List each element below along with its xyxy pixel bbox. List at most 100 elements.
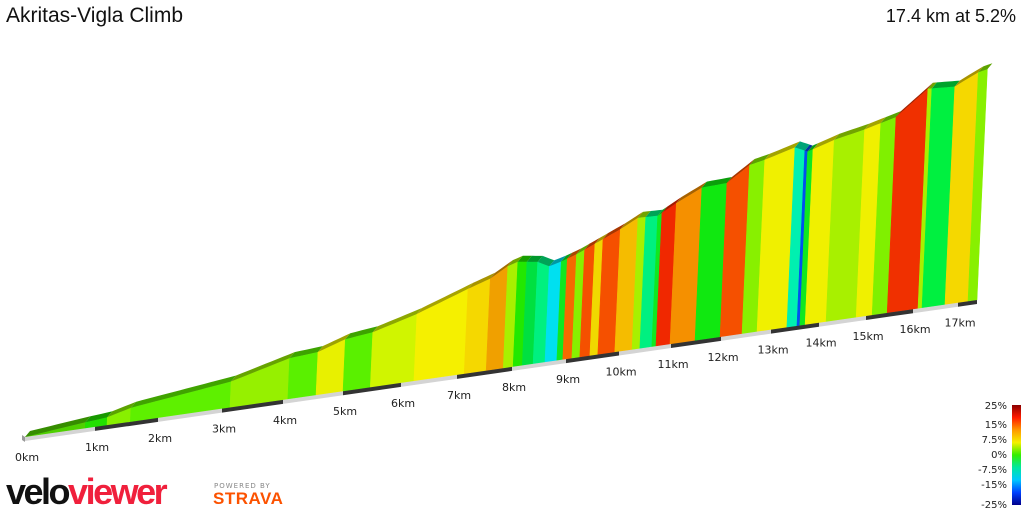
distance-axis-band	[343, 382, 401, 396]
x-tick-label: 13km	[757, 344, 788, 357]
profile-segments	[22, 63, 993, 442]
profile-segment-top	[657, 206, 667, 216]
profile-segment-top	[676, 181, 707, 204]
profile-segment-top	[517, 255, 532, 262]
profile-segment-top	[954, 66, 984, 87]
profile-segment-top	[416, 282, 473, 314]
profile-segment-top	[645, 209, 663, 217]
distance-axis	[25, 300, 977, 441]
distance-axis-band	[819, 315, 866, 327]
distance-axis-band	[158, 408, 222, 422]
x-tick-label: 2km	[148, 432, 172, 445]
profile-segment-top	[372, 307, 422, 333]
x-tick-label: 1km	[85, 441, 109, 454]
profile-segment-top	[764, 141, 800, 160]
profile-segment-top	[549, 255, 567, 267]
profile-segment-top	[804, 144, 813, 152]
distance-axis-band	[958, 300, 977, 307]
distance-axis-band	[457, 366, 512, 379]
legend-label: 25%	[985, 401, 1007, 412]
profile-segment-top	[567, 248, 582, 259]
legend-label: -15%	[981, 480, 1007, 491]
x-tick-label: 7km	[447, 389, 471, 402]
profile-segment-top	[507, 255, 523, 267]
x-tick-label: 11km	[657, 358, 688, 371]
profile-segment-top	[812, 133, 840, 150]
x-tick-label: 17km	[944, 317, 975, 330]
profile-segment-top	[794, 141, 810, 151]
profile-segment	[369, 313, 418, 388]
profile-segment-top	[927, 82, 937, 89]
distance-axis-band	[721, 329, 771, 341]
x-tick-label: 4km	[273, 414, 297, 427]
profile-segment	[342, 331, 374, 392]
profile-segment-top	[895, 82, 933, 118]
x-tick-label: 15km	[852, 330, 883, 343]
strava-logo: STRAVA	[213, 489, 284, 508]
profile-segment-top	[701, 176, 732, 188]
distance-axis-band	[25, 426, 95, 441]
profile-segment-top	[931, 80, 960, 89]
x-tick-label: 5km	[333, 405, 357, 418]
profile-segment-top	[317, 333, 351, 353]
distance-axis-band	[512, 359, 566, 371]
distance-axis-band	[283, 391, 343, 404]
profile-segment-top	[584, 237, 600, 250]
profile-segment-top	[490, 260, 513, 279]
profile-segment-top	[726, 159, 755, 183]
climb-summary: 17.4 km at 5.2%	[885, 6, 1016, 26]
profile-segment	[871, 116, 897, 316]
x-tick-label: 3km	[212, 423, 236, 436]
veloviewer-logo: veloviewer	[6, 471, 168, 512]
distance-axis-band	[566, 351, 619, 364]
profile-segment-top	[289, 346, 323, 359]
distance-axis-band	[401, 374, 457, 387]
profile-segment-top	[864, 117, 886, 130]
distance-axis-band	[671, 336, 721, 349]
chart-title: Akritas-Vigla Climb	[6, 4, 183, 27]
profile-segment-top	[576, 243, 590, 255]
profile-segment-top	[85, 411, 113, 423]
profile-segment-top	[561, 252, 573, 262]
legend-label: 7.5%	[982, 435, 1007, 446]
distance-axis-band	[771, 322, 819, 334]
profile-segment-top	[637, 210, 651, 218]
legend-label: -7.5%	[978, 465, 1007, 476]
profile-segment-top	[107, 401, 136, 418]
profile-segment-top	[807, 143, 818, 152]
profile-segment-top	[526, 255, 543, 262]
x-tick-label: 9km	[556, 373, 580, 386]
profile-segment	[130, 381, 232, 423]
profile-segment-top	[978, 63, 993, 73]
profile-segment-top	[834, 123, 870, 140]
profile-segment	[463, 278, 491, 375]
profile-segment	[229, 357, 290, 408]
profile-segment	[921, 86, 956, 309]
distance-tick-labels: 0km 1km 2km 3km 4km 5km 6km 7km 8km 9km 10km 11km 12…	[15, 317, 976, 464]
profile-segment-top	[661, 197, 682, 213]
distance-axis-band	[619, 344, 671, 356]
profile-start-cap	[22, 435, 25, 442]
profile-segment-top	[345, 326, 378, 340]
profile-segment-top	[594, 233, 608, 244]
x-tick-label: 0km	[15, 451, 39, 464]
profile-segment-top	[130, 375, 237, 408]
profile-segment-top	[880, 111, 901, 124]
x-tick-label: 16km	[899, 323, 930, 336]
profile-segment-top	[602, 223, 626, 240]
distance-axis-band	[95, 417, 158, 431]
profile-segment-top	[620, 211, 643, 230]
legend-label: -25%	[981, 500, 1007, 511]
x-tick-label: 14km	[805, 337, 836, 350]
gradient-colorbar	[1012, 405, 1021, 505]
profile-segment	[287, 351, 319, 400]
gradient-legend: 25% 15% 7.5% 0% -7.5% -15% -25%	[978, 401, 1021, 511]
x-tick-label: 6km	[391, 397, 415, 410]
distance-axis-band	[866, 309, 913, 320]
profile-segment	[413, 288, 469, 382]
profile-segment-top	[25, 416, 91, 437]
x-tick-label: 12km	[707, 351, 738, 364]
profile-segment-top	[467, 272, 496, 289]
distance-axis-band	[222, 399, 283, 413]
